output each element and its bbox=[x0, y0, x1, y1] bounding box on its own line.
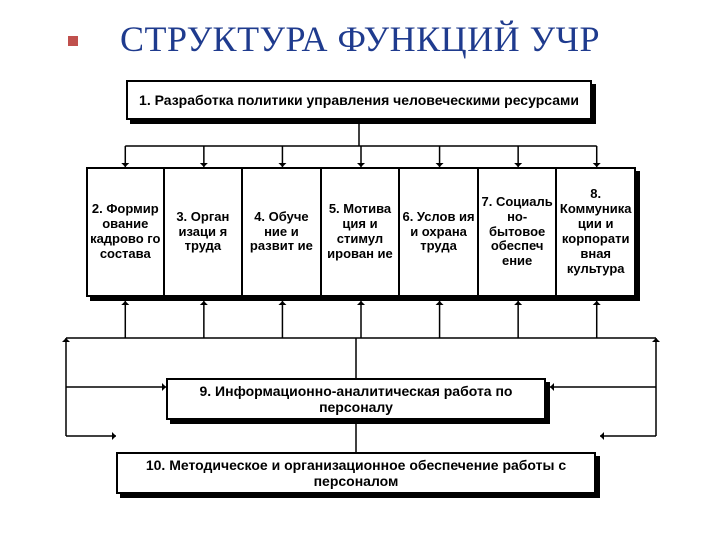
box-methodology: 10. Методическое и организационное обесп… bbox=[116, 452, 596, 494]
box-policy: 1. Разработка политики управления челове… bbox=[126, 80, 592, 120]
column-box-3: 3. Орган изаци я труда bbox=[165, 167, 244, 297]
column-box-8: 8. Коммуника ции и корпорати вная культу… bbox=[557, 167, 636, 297]
column-box-2: 2. Формир ование кадрово го состава bbox=[86, 167, 165, 297]
box-analytics: 9. Информационно-аналитическая работа по… bbox=[166, 378, 546, 420]
column-box-6: 6. Услов ия и охрана труда bbox=[400, 167, 479, 297]
column-box-4: 4. Обуче ние и развит ие bbox=[243, 167, 322, 297]
column-box-5: 5. Мотива ция и стимул ирован ие bbox=[322, 167, 401, 297]
slide: { "title": "СТРУКТУРА ФУНКЦИЙ УЧР", "col… bbox=[0, 0, 720, 540]
column-box-7: 7. Социаль но- бытовое обеспеч ение bbox=[479, 167, 558, 297]
slide-title: СТРУКТУРА ФУНКЦИЙ УЧР bbox=[0, 18, 720, 60]
